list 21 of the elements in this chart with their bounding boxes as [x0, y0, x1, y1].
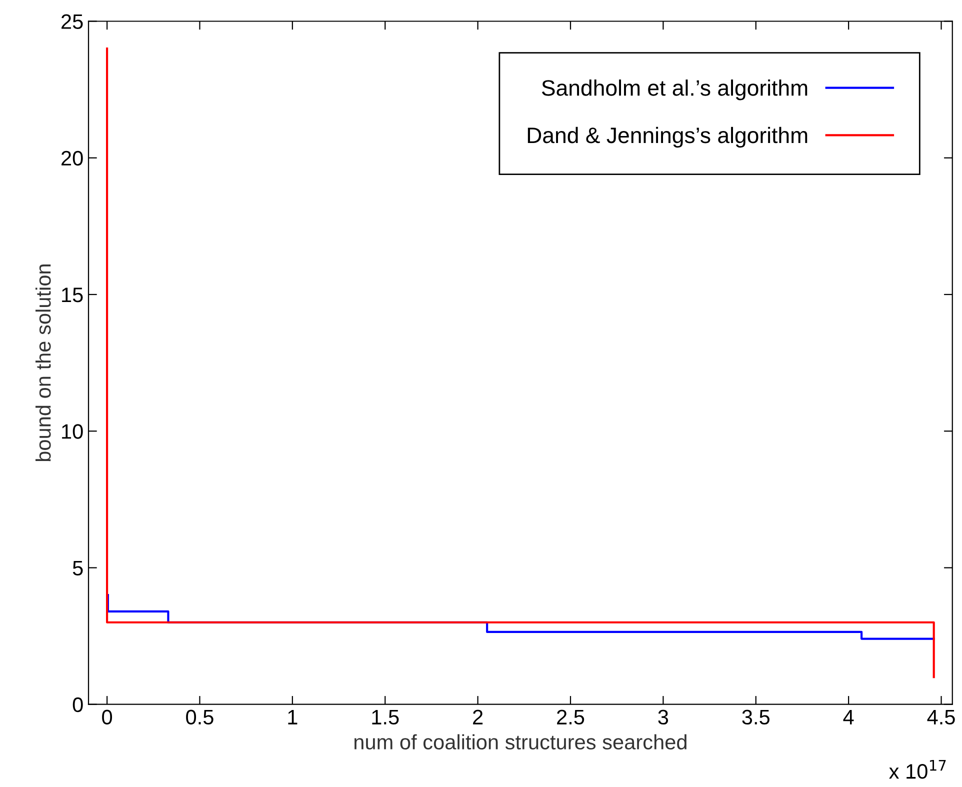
x-tick-label: 0.5: [186, 710, 214, 725]
text: x 10$^{17}$: [889, 760, 946, 779]
x-tick-label: 2.5: [557, 710, 584, 725]
x-tick-label: 4: [843, 710, 854, 724]
y-tick-label: 15: [62, 288, 83, 302]
y-axis-title: bound on the solution: [35, 264, 51, 462]
x-tick-label: 3.5: [742, 710, 770, 725]
x-tick-label: 1.5: [372, 710, 399, 725]
x-tick-label: 1: [288, 710, 298, 724]
x-axis-title: num of coalition structures searched: [354, 734, 686, 750]
y-tick-label: 0: [72, 697, 83, 712]
legend-label: Sandholm et al.’s algorithm: [542, 80, 808, 100]
legend-label: Dand & Jennings’s algorithm: [528, 126, 808, 148]
x-tick-label: 3: [658, 710, 668, 725]
y-tick-label: 5: [72, 560, 83, 576]
y-tick-label: 10: [62, 424, 83, 439]
x-tick-label: 4.5: [927, 710, 955, 725]
y-tick-label: 25: [62, 14, 83, 30]
y-tick-label: 20: [62, 150, 83, 166]
x-tick-label: 0: [102, 710, 112, 725]
x-tick-label: 2: [473, 710, 483, 724]
